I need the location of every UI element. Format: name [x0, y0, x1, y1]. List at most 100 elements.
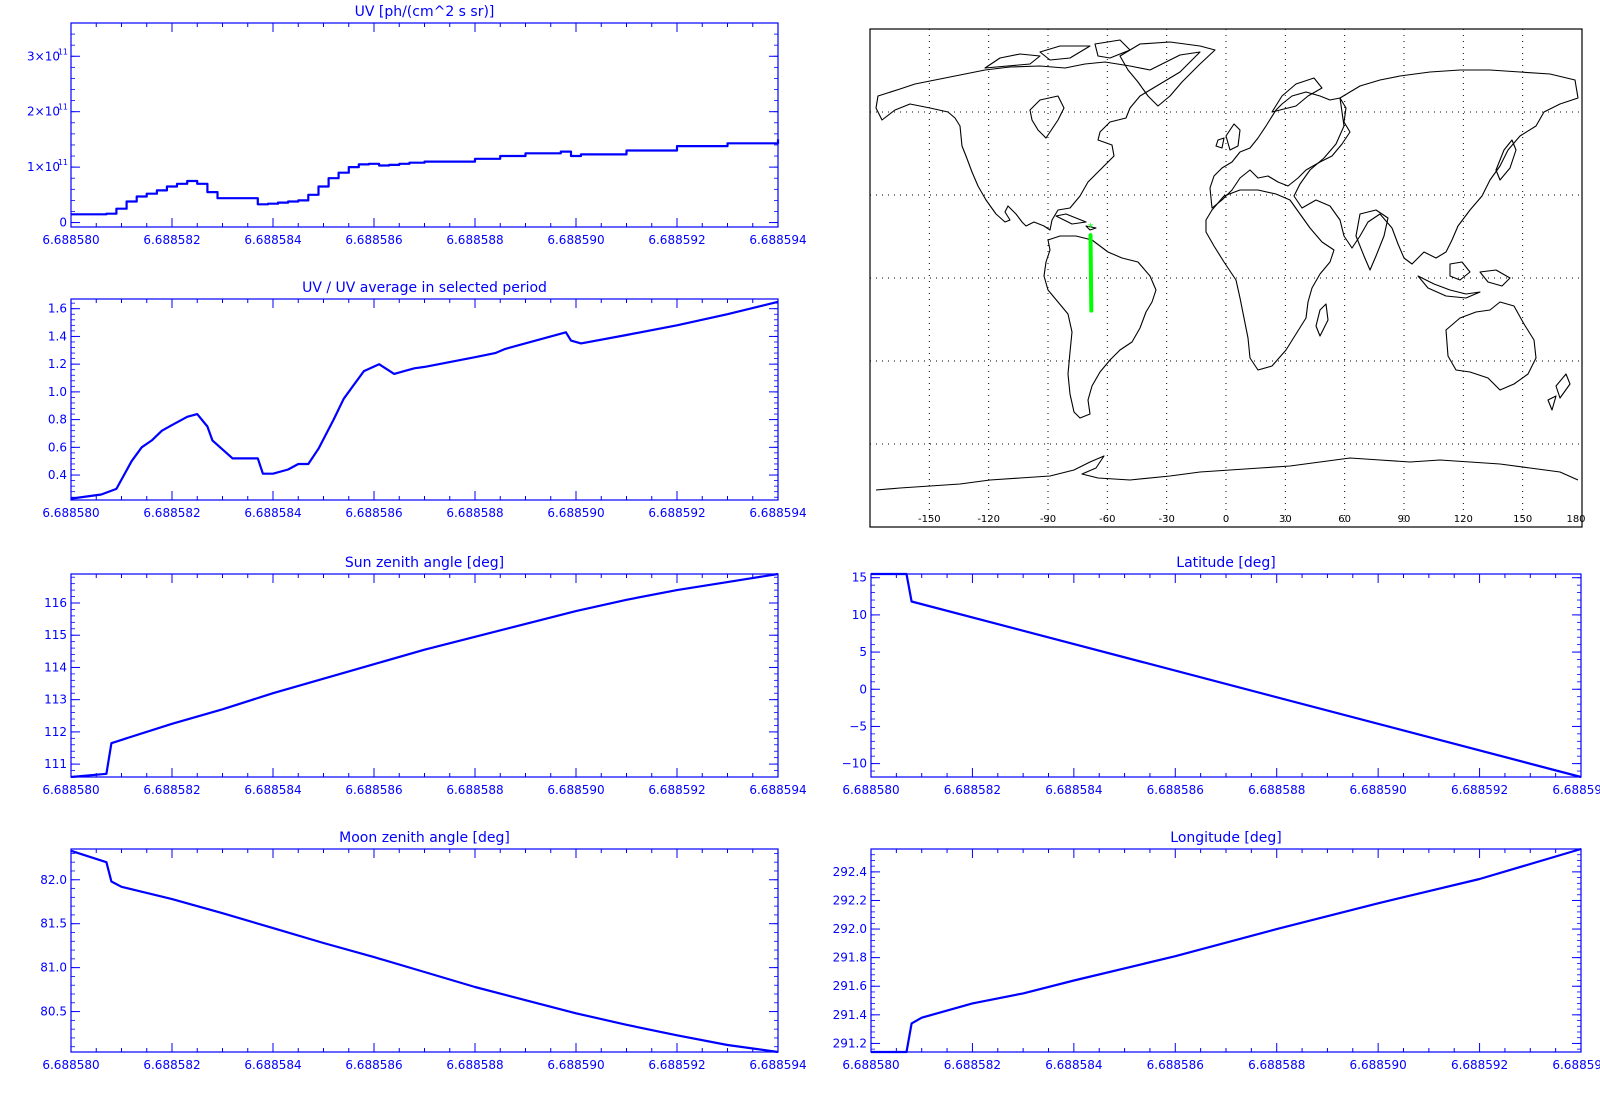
x-tick-label: 6.688592	[648, 783, 705, 797]
y-tick-label: 2×10	[27, 105, 60, 119]
x-tick-label: 6.688582	[143, 233, 200, 247]
x-tick-label: 6.688588	[446, 1058, 503, 1072]
y-tick-label: 81.5	[40, 917, 67, 931]
map-lon-label: 60	[1338, 514, 1351, 525]
x-tick-label: 6.688594	[1552, 783, 1600, 797]
x-tick-label: 6.688590	[547, 1058, 604, 1072]
coast-india	[1355, 209, 1389, 271]
x-tick-label: 6.688590	[547, 506, 604, 520]
y-tick-label: −5	[849, 719, 867, 733]
y-tick-label: 291.8	[833, 951, 867, 965]
x-tick-label: 6.688582	[143, 783, 200, 797]
y-tick-label: 116	[44, 596, 67, 610]
chart-title: Moon zenith angle [deg]	[339, 830, 510, 846]
map-longitude-labels: -150 -120 -90 -60 -30 0 30 60 90 120 150 180	[918, 514, 1586, 525]
y-tick-label: 292.2	[833, 893, 867, 907]
y-tick-label: 291.4	[833, 1008, 867, 1022]
uv-ratio-chart: UV / UV average in selected period 6.6885…	[42, 280, 806, 520]
y-tick-label: 112	[44, 725, 67, 739]
x-tick-label: 6.688584	[1045, 1058, 1102, 1072]
y-tick-label: 5	[859, 645, 867, 659]
x-tick-label: 6.688582	[944, 1058, 1001, 1072]
map-lon-label: 30	[1279, 514, 1292, 525]
y-tick-label: 113	[44, 693, 67, 707]
x-tick-label: 6.688586	[345, 233, 402, 247]
x-tick-label: 6.688582	[143, 1058, 200, 1072]
x-tick-label: 6.688586	[345, 783, 402, 797]
x-tick-label: 6.688592	[1451, 1058, 1508, 1072]
map-coastlines	[875, 39, 1579, 491]
y-tick-exponent: 11	[58, 158, 68, 167]
y-tick-label: 115	[44, 628, 67, 642]
coast-indonesia	[1417, 261, 1511, 299]
chart-title: Latitude [deg]	[1176, 555, 1275, 571]
coast-europe	[1209, 91, 1351, 209]
x-tick-label: 6.688592	[1451, 783, 1508, 797]
x-tick-label: 6.688580	[42, 506, 99, 520]
y-tick-label: 0.8	[48, 413, 67, 427]
y-tick-label: 292.0	[833, 922, 867, 936]
x-tick-label: 6.688592	[648, 506, 705, 520]
coast-caribbean	[1055, 213, 1097, 231]
chart-title: UV [ph/(cm^2 s sr)]	[355, 4, 495, 20]
map-lon-label: -150	[918, 514, 941, 525]
chart-title: UV / UV average in selected period	[302, 280, 547, 296]
x-tick-label: 6.688594	[749, 1058, 806, 1072]
uv-chart: UV [ph/(cm^2 s sr)] 6.688580 6.688582 6.688…	[27, 4, 807, 247]
latitude-chart: Latitude [deg] 6.688580 6.688582 6.688584 6.…	[842, 555, 1600, 797]
y-tick-label: 1.4	[48, 329, 67, 343]
x-tick-label: 6.688590	[547, 783, 604, 797]
x-tick-label: 6.688588	[1248, 783, 1305, 797]
map-lon-label: 180	[1566, 514, 1585, 525]
series-line	[871, 572, 1582, 779]
x-tick-label: 6.688580	[42, 233, 99, 247]
series-line	[71, 139, 780, 216]
map-lon-label: -60	[1099, 514, 1115, 525]
coast-antarctica	[875, 455, 1579, 491]
y-tick-label: 81.0	[40, 961, 67, 975]
series-line	[70, 572, 779, 779]
x-tick-label: 6.688590	[1350, 1058, 1407, 1072]
x-tick-label: 6.688580	[42, 783, 99, 797]
x-tick-label: 6.688584	[244, 1058, 301, 1072]
y-tick-exponent: 11	[58, 103, 68, 112]
coast-british-isles	[1215, 123, 1241, 151]
coast-hudson-bay	[1029, 95, 1065, 139]
coast-new-zealand	[1547, 373, 1571, 411]
x-tick-label: 6.688588	[446, 506, 503, 520]
y-tick-label: 292.4	[833, 865, 867, 879]
x-tick-label: 6.688580	[42, 1058, 99, 1072]
y-tick-label: 114	[44, 660, 67, 674]
x-tick-label: 6.688580	[842, 1058, 899, 1072]
coast-japan	[1495, 139, 1517, 181]
satellite-track: *	[1088, 221, 1094, 313]
y-tick-label: 1.2	[48, 357, 67, 371]
coast-madagascar	[1315, 303, 1329, 337]
x-tick-label: 6.688592	[648, 233, 705, 247]
x-tick-label: 6.688586	[1147, 783, 1204, 797]
x-tick-label: 6.688594	[749, 506, 806, 520]
coast-australia	[1445, 301, 1537, 391]
map-lon-label: 0	[1223, 514, 1229, 525]
x-tick-label: 6.688588	[446, 233, 503, 247]
y-tick-label: 15	[852, 571, 867, 585]
map-lon-label: 150	[1513, 514, 1532, 525]
coast-africa	[1205, 189, 1335, 371]
y-tick-label: 0	[859, 682, 867, 696]
y-tick-label: 3×10	[27, 49, 60, 63]
sun-zenith-chart: Sun zenith angle [deg] 6.688580 6.688582 6.…	[42, 555, 806, 797]
x-tick-label: 6.688594	[749, 233, 806, 247]
x-tick-label: 6.688586	[345, 506, 402, 520]
x-tick-label: 6.688594	[749, 783, 806, 797]
x-tick-label: 6.688580	[842, 783, 899, 797]
y-tick-label: −10	[842, 757, 867, 771]
x-tick-label: 6.688588	[446, 783, 503, 797]
longitude-chart: Longitude [deg] 6.688580 6.688582 6.688584 6…	[833, 830, 1600, 1072]
y-tick-label: 291.6	[833, 979, 867, 993]
x-tick-label: 6.688584	[244, 233, 301, 247]
y-tick-label: 1.0	[48, 385, 67, 399]
x-tick-label: 6.688594	[1552, 1058, 1600, 1072]
y-tick-label: 291.2	[833, 1036, 867, 1050]
coast-south-america	[1043, 235, 1157, 419]
